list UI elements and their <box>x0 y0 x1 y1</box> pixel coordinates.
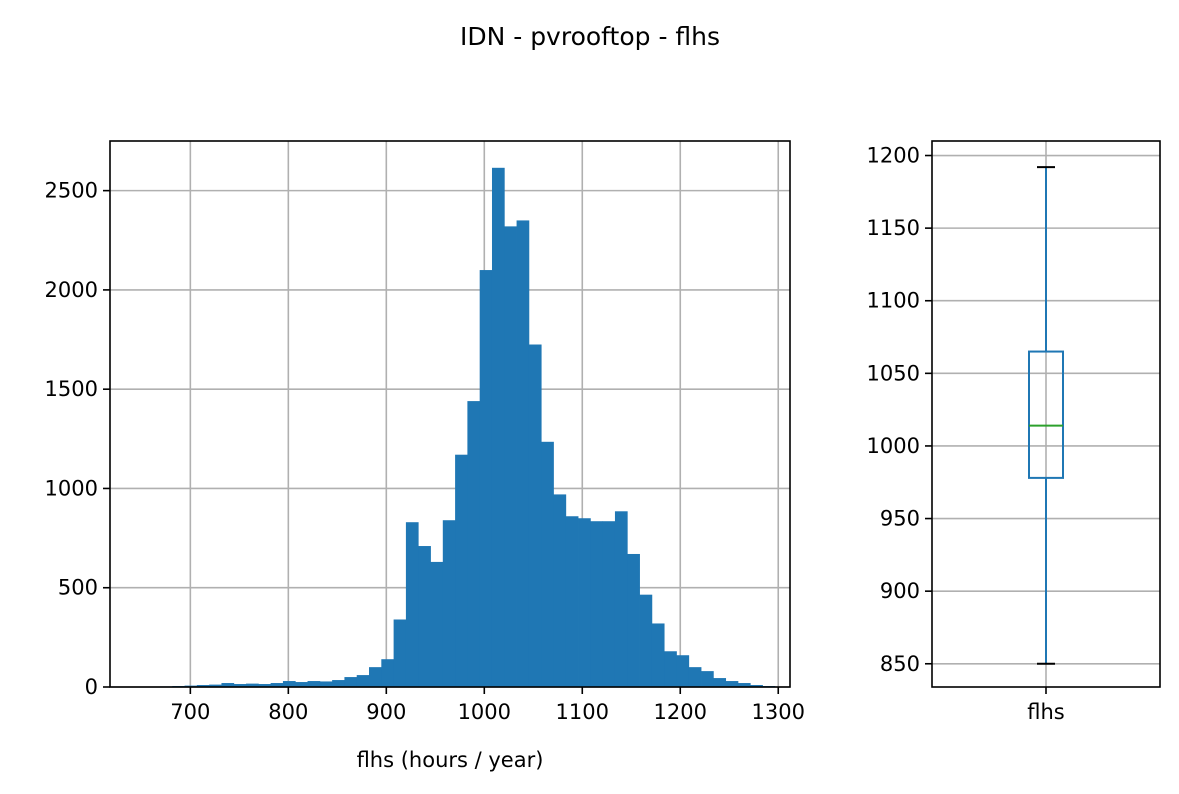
histogram-x-ticks: 700 800 900 1000 1100 1200 1300 <box>170 687 805 724</box>
boxplot-body <box>1028 166 1064 665</box>
histogram-bar <box>504 226 517 687</box>
boxplot-box <box>1028 350 1064 479</box>
boxplot-y-tick-label: 850 <box>880 652 920 676</box>
histogram-y-tick-label: 500 <box>58 576 98 600</box>
histogram-bar <box>196 685 210 687</box>
histogram-bar <box>209 684 222 687</box>
histogram-grid <box>110 141 790 688</box>
histogram-frame <box>109 140 791 688</box>
histogram-chart: 700 800 900 1000 1100 1200 1300 0 500 1000 1500 20… <box>45 140 805 772</box>
histogram-x-axis-label: flhs (hours / year) <box>357 748 544 772</box>
histogram-bar <box>381 659 395 687</box>
boxplot-y-tick-label: 1200 <box>867 144 920 168</box>
histogram-bar <box>319 681 333 687</box>
histogram-bar <box>282 681 296 687</box>
histogram-bar <box>369 667 382 687</box>
histogram-bar <box>307 681 321 687</box>
histogram-bar <box>701 671 714 687</box>
boxplot-category-label: flhs <box>1027 700 1064 724</box>
histogram-bar <box>295 682 308 687</box>
histogram-bar <box>393 619 407 687</box>
histogram-x-tick-label: 900 <box>366 700 406 724</box>
histogram-bar <box>479 270 493 687</box>
histogram-bar <box>602 521 616 687</box>
histogram-bar <box>344 677 358 687</box>
histogram-y-tick-label: 2000 <box>45 278 98 302</box>
histogram-bar <box>246 683 259 687</box>
boxplot-x-ticks: flhs <box>1027 687 1065 724</box>
histogram-x-tick-label: 1300 <box>752 700 805 724</box>
boxplot-y-tick-label: 950 <box>880 507 920 531</box>
histogram-x-tick-label: 700 <box>170 700 210 724</box>
histogram-bar <box>528 344 542 687</box>
histogram-bar <box>664 651 677 687</box>
boxplot-y-tick-label: 1150 <box>867 216 920 240</box>
histogram-bar <box>467 401 481 687</box>
histogram-bar <box>455 454 468 687</box>
histogram-bar <box>258 684 272 687</box>
histogram-bar <box>332 680 345 687</box>
histogram-bar <box>442 520 456 687</box>
histogram-bar <box>491 167 505 687</box>
boxplot-y-tick-label: 1100 <box>867 289 920 313</box>
histogram-bar <box>356 675 370 687</box>
histogram-y-tick-label: 1000 <box>45 476 98 500</box>
histogram-bar <box>627 553 640 687</box>
histogram-bar <box>737 683 751 687</box>
boxplot-y-tick-label: 1050 <box>867 361 920 385</box>
histogram-bar <box>614 511 628 687</box>
histogram-bar <box>430 561 444 687</box>
histogram-bar <box>565 516 579 687</box>
histogram-bar <box>639 594 653 687</box>
histogram-bar <box>405 522 419 687</box>
histogram-bar <box>590 521 604 687</box>
histogram-bar <box>651 623 665 687</box>
histogram-bar <box>676 655 690 687</box>
histogram-x-tick-label: 800 <box>268 700 308 724</box>
histogram-y-tick-label: 0 <box>85 675 98 699</box>
histogram-bar <box>553 494 567 687</box>
boxplot-y-tick-label: 1000 <box>867 434 920 458</box>
figure-title: IDN - pvrooftop - flhs <box>460 22 720 51</box>
histogram-bar <box>221 683 235 687</box>
histogram-x-tick-label: 1100 <box>556 700 609 724</box>
histogram-y-ticks: 0 500 1000 1500 2000 2500 <box>45 179 110 699</box>
histogram-bar <box>725 681 739 687</box>
histogram-bars <box>159 167 788 687</box>
histogram-y-tick-label: 1500 <box>45 377 98 401</box>
histogram-y-tick-label: 2500 <box>45 179 98 203</box>
histogram-bar <box>578 518 591 687</box>
histogram-bar <box>750 685 763 687</box>
histogram-bar <box>233 684 247 687</box>
histogram-bar <box>418 546 431 687</box>
histogram-bar <box>713 678 727 687</box>
histogram-bar <box>688 667 702 687</box>
histogram-bar <box>541 441 554 687</box>
boxplot-chart: 850 900 950 1000 1050 1100 1150 1200 flhs <box>867 140 1161 724</box>
boxplot-y-ticks: 850 900 950 1000 1050 1100 1150 1200 <box>867 144 932 676</box>
histogram-bar <box>270 683 284 687</box>
boxplot-y-tick-label: 900 <box>880 579 920 603</box>
histogram-x-tick-label: 1000 <box>458 700 511 724</box>
histogram-bar <box>516 220 530 687</box>
histogram-x-tick-label: 1200 <box>654 700 707 724</box>
